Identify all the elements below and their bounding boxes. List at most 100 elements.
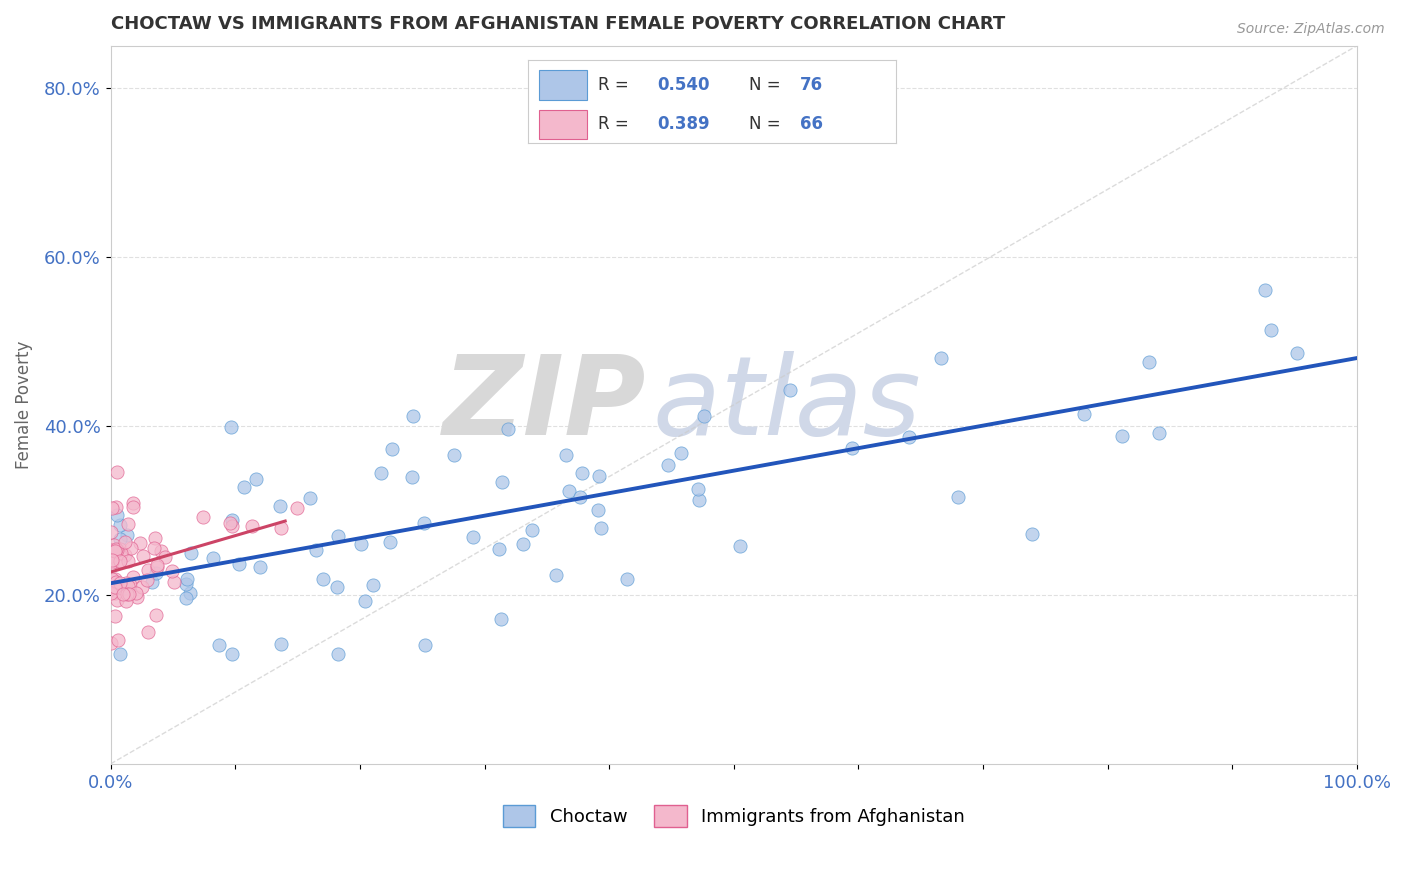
Point	[115, 575, 138, 590]
Y-axis label: Female Poverty: Female Poverty	[15, 341, 32, 469]
Point	[270, 521, 292, 535]
Point	[328, 528, 350, 542]
Point	[544, 567, 567, 582]
Point	[101, 555, 124, 569]
Point	[616, 572, 638, 586]
Point	[489, 611, 512, 625]
Point	[117, 516, 139, 531]
Point	[176, 573, 198, 587]
Point	[105, 583, 128, 598]
Point	[233, 480, 256, 494]
Point	[381, 442, 404, 457]
Point	[354, 593, 377, 607]
Point	[104, 542, 127, 557]
Point	[145, 608, 167, 623]
Point	[117, 579, 139, 593]
Point	[108, 541, 131, 556]
Point	[221, 513, 243, 527]
Point	[120, 541, 142, 556]
Point	[146, 560, 169, 574]
Point	[443, 449, 465, 463]
Point	[115, 587, 138, 601]
Point	[174, 577, 197, 591]
Point	[100, 636, 122, 650]
Point	[378, 535, 401, 549]
Point	[228, 558, 250, 572]
Point	[488, 542, 510, 557]
Point	[180, 546, 202, 560]
Point	[370, 466, 392, 480]
Point	[1254, 283, 1277, 297]
Point	[179, 585, 201, 599]
Point	[312, 573, 335, 587]
Point	[100, 543, 122, 558]
Point	[117, 554, 139, 568]
Point	[145, 566, 167, 581]
Point	[104, 572, 127, 586]
Point	[688, 493, 710, 508]
Legend: Choctaw, Immigrants from Afghanistan: Choctaw, Immigrants from Afghanistan	[503, 805, 965, 827]
Point	[114, 594, 136, 608]
Point	[401, 470, 423, 484]
Point	[146, 558, 169, 572]
Point	[115, 528, 138, 542]
Point	[326, 647, 349, 661]
Point	[413, 638, 436, 652]
Point	[201, 551, 224, 566]
Point	[1285, 346, 1308, 360]
Point	[105, 574, 128, 589]
Point	[669, 446, 692, 460]
Point	[107, 632, 129, 647]
Point	[948, 491, 970, 505]
Point	[520, 523, 543, 537]
Text: Source: ZipAtlas.com: Source: ZipAtlas.com	[1237, 22, 1385, 37]
Point	[249, 559, 271, 574]
Point	[107, 555, 129, 569]
Point	[105, 593, 128, 607]
Point	[122, 570, 145, 584]
Point	[326, 580, 349, 594]
Point	[118, 578, 141, 592]
Point	[104, 608, 127, 623]
Point	[105, 466, 128, 480]
Point	[305, 542, 328, 557]
Point	[554, 448, 576, 462]
Point	[100, 549, 122, 563]
Point	[496, 422, 519, 436]
Point	[285, 500, 308, 515]
Point	[586, 503, 609, 517]
Point	[191, 510, 214, 524]
Point	[728, 539, 751, 553]
Point	[686, 482, 709, 496]
Point	[162, 564, 184, 578]
Point	[125, 586, 148, 600]
Point	[108, 532, 131, 546]
Point	[100, 573, 122, 587]
Point	[122, 496, 145, 510]
Point	[1147, 425, 1170, 440]
Point	[131, 549, 153, 564]
Point	[100, 524, 122, 539]
Text: ZIP: ZIP	[443, 351, 647, 458]
Point	[136, 573, 159, 587]
Point	[657, 458, 679, 473]
Point	[1073, 407, 1095, 421]
Point	[208, 638, 231, 652]
Point	[105, 508, 128, 523]
Point	[105, 500, 128, 514]
Point	[512, 537, 534, 551]
Point	[128, 536, 150, 550]
Point	[350, 537, 373, 551]
Point	[104, 580, 127, 594]
Point	[108, 647, 131, 661]
Point	[118, 587, 141, 601]
Text: atlas: atlas	[652, 351, 921, 458]
Point	[1260, 323, 1282, 337]
Point	[298, 491, 321, 505]
Point	[221, 647, 243, 661]
Point	[929, 351, 952, 366]
Point	[1137, 355, 1160, 369]
Point	[136, 563, 159, 577]
Point	[114, 548, 136, 562]
Point	[108, 518, 131, 533]
